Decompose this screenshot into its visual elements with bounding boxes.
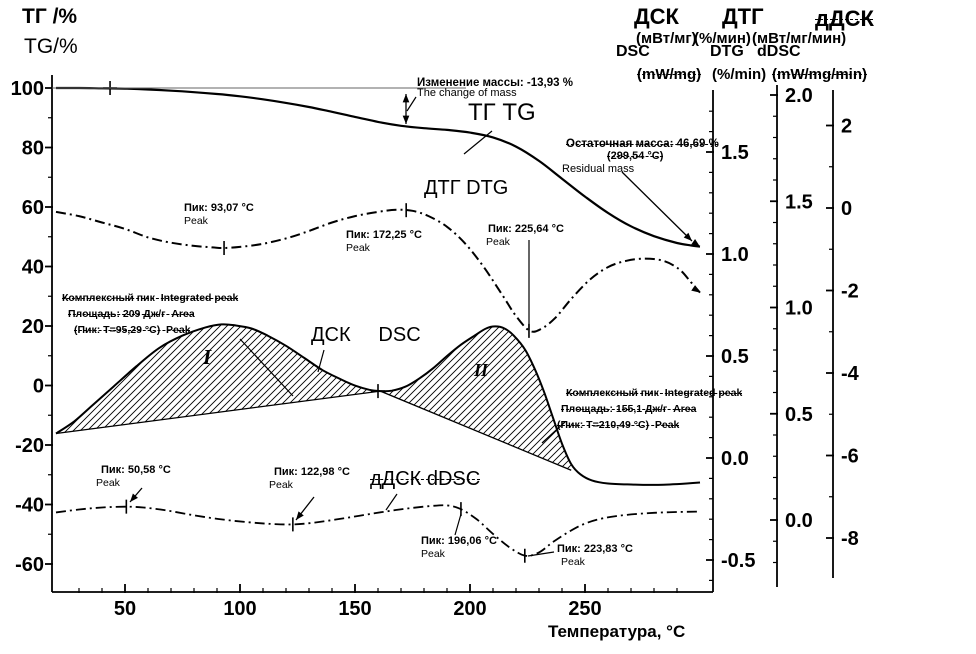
peak-label-dtg-172-ru: Пик: 172,25 °C (346, 229, 422, 241)
peak-label-ddsc-196-ru: Пик: 196,06 °C (421, 535, 497, 547)
x-axis-label: Температура, °С (548, 622, 686, 641)
peak-label-ddsc-223-en: Peak (561, 556, 585, 568)
residual-mass-temp: (299,54 °C) (607, 150, 664, 162)
integrated-peak-1-line3: (Пик: T=95,29 °C) Peak (74, 324, 191, 336)
integrated-peak-2-line1: Комплексный пик Integrated peak (566, 387, 743, 399)
svg-text:80: 80 (22, 138, 44, 160)
svg-text:0: 0 (841, 198, 852, 220)
dtg-axis-title-en: DTG (710, 43, 744, 60)
peak-label-ddsc-196-en: Peak (421, 548, 445, 560)
integrated-peak-1-line2: Площадь: 209 Дж/г Area (68, 308, 195, 320)
svg-text:0.0: 0.0 (785, 510, 813, 532)
region-2-label: II (474, 360, 489, 380)
svg-text:0.5: 0.5 (721, 346, 749, 368)
svg-text:200: 200 (453, 598, 486, 620)
svg-text:0.0: 0.0 (721, 448, 749, 470)
curves (55, 86, 701, 557)
dsc-curve-label: ДСК DSC (311, 324, 421, 346)
peak-label-ddsc-50-en: Peak (96, 477, 120, 489)
ddsc-curve-label: дДСК dDSC (370, 468, 481, 490)
curve-tg (55, 86, 701, 248)
region-1-label: I (203, 345, 212, 369)
peak-label-dtg-225-en: Peak (486, 236, 510, 248)
peak-marks-and-leaders (52, 81, 700, 563)
tg-axis-title-ru: ТГ /% (22, 5, 78, 28)
curve-dtg (55, 208, 701, 333)
dtg-axis-title-ru: ДТГ (722, 4, 764, 29)
curve-ddsc (55, 504, 701, 557)
ddsc-axis-title-ru: дДСК (815, 6, 874, 31)
tg-axis-title-en: TG/% (24, 35, 78, 58)
peak-label-dtg-225-ru: Пик: 225,64 °C (488, 223, 564, 235)
residual-mass-annotation-en: Residual mass (562, 163, 635, 175)
svg-text:-0.5: -0.5 (721, 550, 755, 572)
axes: 100806040200-20-40-601.51.00.50.0-0.52.0… (11, 75, 860, 620)
dsc-axis-unit-en: (mW/mg) (637, 66, 702, 83)
curve-dsc (55, 323, 701, 486)
peak-label-dtg-172-en: Peak (346, 242, 370, 254)
svg-text:60: 60 (22, 197, 44, 219)
integrated-peak-1-line1: Комплексный пик Integrated peak (62, 292, 239, 304)
svg-text:1.5: 1.5 (721, 142, 749, 164)
peak-label-dtg-93-en: Peak (184, 215, 208, 227)
svg-text:0.5: 0.5 (785, 404, 813, 426)
svg-text:40: 40 (22, 257, 44, 279)
ddsc-axis-unit-ru: (мВт/мг/мин) (752, 30, 847, 47)
svg-text:20: 20 (22, 316, 44, 338)
mass-change-annotation-ru: Изменение массы: -13,93 % (417, 77, 573, 89)
svg-text:-8: -8 (841, 528, 859, 550)
svg-text:-4: -4 (841, 363, 860, 385)
svg-text:250: 250 (568, 598, 601, 620)
peak-label-ddsc-223-ru: Пик: 223,83 °C (557, 543, 633, 555)
svg-text:1.5: 1.5 (785, 191, 813, 213)
svg-text:100: 100 (11, 78, 44, 100)
ddsc-axis-unit-en: (mW/mg/min) (772, 66, 867, 83)
svg-text:150: 150 (338, 598, 371, 620)
hatched-peak-regions (55, 324, 572, 471)
peak-label-ddsc-122-ru: Пик: 122,98 °C (274, 466, 350, 478)
svg-text:50: 50 (114, 598, 136, 620)
svg-text:-6: -6 (841, 446, 859, 468)
residual-mass-annotation-ru: Остаточная масса: 46,69 % (566, 138, 719, 150)
dsc-axis-title-en: DSC (616, 43, 650, 60)
dsc-axis-unit-ru: (мВт/мг) (636, 30, 697, 47)
svg-text:-60: -60 (15, 554, 44, 576)
mass-change-annotation-en: The change of mass (417, 87, 517, 99)
dtg-axis-unit-ru: (%/мин) (694, 30, 751, 47)
svg-text:-2: -2 (841, 281, 859, 303)
tg-curve-label: ТГ TG (468, 99, 536, 126)
peak-label-ddsc-50-ru: Пик: 50,58 °C (101, 464, 171, 476)
svg-text:2.0: 2.0 (785, 85, 813, 107)
svg-text:100: 100 (223, 598, 256, 620)
ddsc-axis-title-en: dDSC (757, 43, 801, 60)
peak-label-dtg-93-ru: Пик: 93,07 °C (184, 202, 254, 214)
peak-label-ddsc-122-en: Peak (269, 479, 293, 491)
svg-text:-40: -40 (15, 495, 44, 517)
dsc-axis-title-ru: ДСК (634, 4, 679, 29)
svg-text:1.0: 1.0 (721, 244, 749, 266)
svg-text:-20: -20 (15, 435, 44, 457)
svg-text:0: 0 (33, 376, 44, 398)
dtg-axis-unit-en: (%/min) (712, 66, 767, 83)
integrated-peak-2-line3: (Пик: T=210,49 °C) Peak (557, 419, 680, 431)
integrated-peak-2-line2: Площадь: 155,1 Дж/г Area (561, 403, 697, 415)
svg-text:1.0: 1.0 (785, 298, 813, 320)
dtg-curve-label: ДТГ DTG (424, 177, 509, 199)
svg-text:2: 2 (841, 116, 852, 138)
